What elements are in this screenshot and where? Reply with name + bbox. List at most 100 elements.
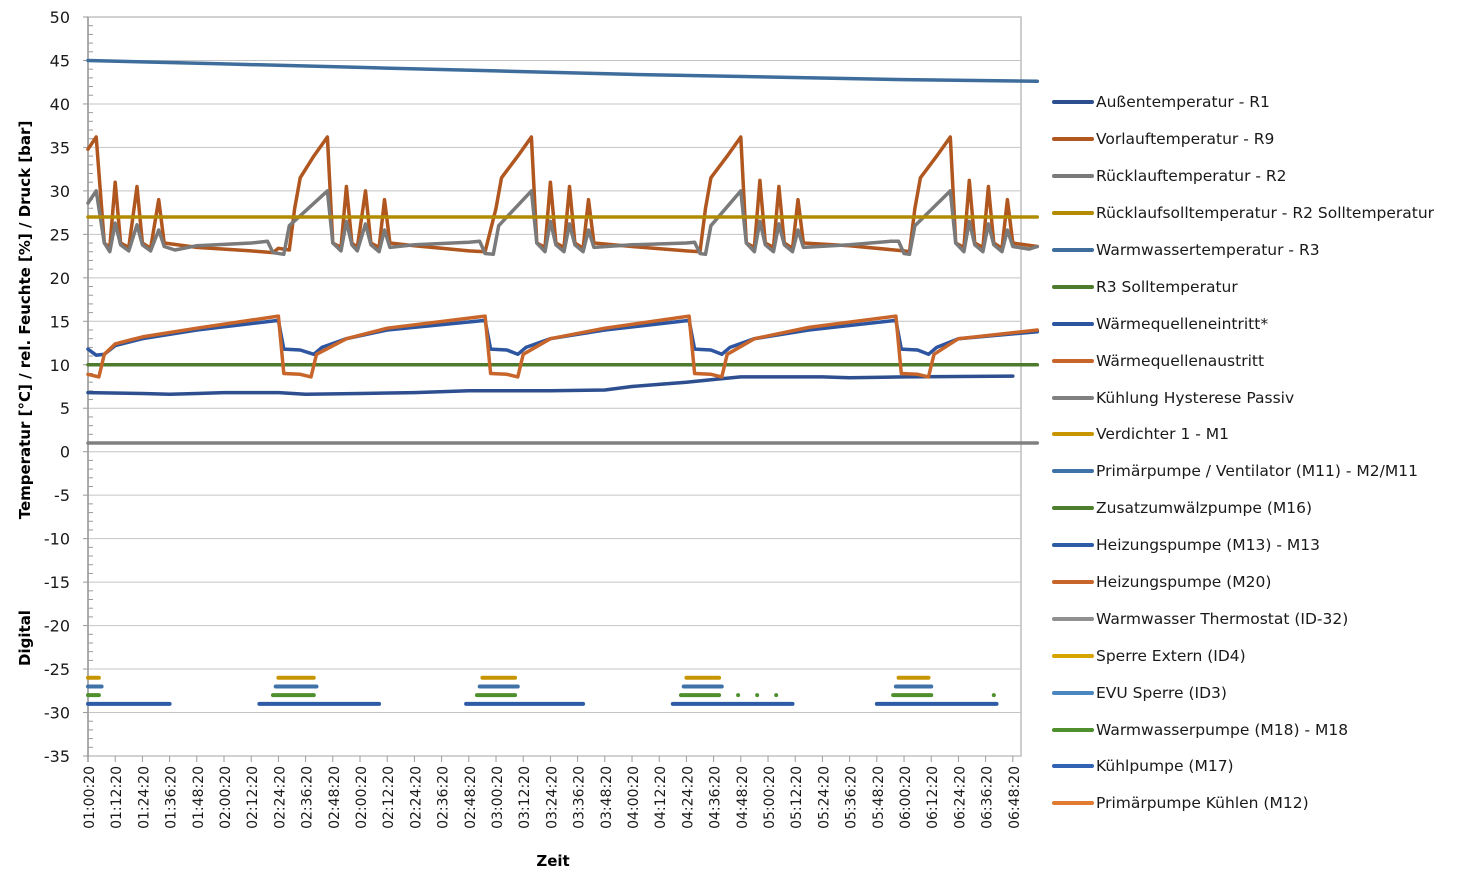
- x-tick-label: 02:12:20: [245, 766, 261, 829]
- legend-item: Zusatzumwälzpumpe (M16): [1052, 490, 1434, 527]
- y-tick-label: -30: [44, 704, 70, 723]
- legend-label: EVU Sperre (ID3): [1096, 683, 1227, 702]
- y-tick-label: -20: [44, 617, 70, 636]
- legend-swatch: [1052, 543, 1094, 548]
- legend-item: Vorlauftemperatur - R9: [1052, 121, 1434, 158]
- legend-item: Sperre Extern (ID4): [1052, 637, 1434, 674]
- x-tick-label: 01:12:20: [109, 766, 125, 829]
- x-tick-label: 04:36:20: [708, 766, 724, 829]
- x-tick-label: 01:48:20: [191, 766, 207, 829]
- x-tick-label: 02:24:20: [408, 766, 424, 829]
- series-line-7: [86, 314, 1040, 379]
- y-tick-label: 35: [50, 138, 70, 157]
- x-tick-label: 04:00:20: [626, 766, 642, 829]
- legend-item: Heizungspumpe (M20): [1052, 564, 1434, 601]
- legend-label: Rücklaufsolltemperatur - R2 Solltemperat…: [1096, 204, 1435, 223]
- y-tick-label: 15: [50, 312, 70, 331]
- legend-label: Außentemperatur - R1: [1096, 93, 1270, 112]
- legend-item: Primärpumpe / Ventilator (M11) - M2/M11: [1052, 453, 1434, 490]
- x-tick-label: 04:24:20: [680, 766, 696, 829]
- legend-swatch: [1052, 764, 1094, 769]
- legend-swatch: [1052, 690, 1094, 695]
- legend-item: Rücklaufsolltemperatur - R2 Solltemperat…: [1052, 195, 1434, 232]
- x-tick-label: 03:00:20: [490, 766, 506, 829]
- y-axis-title: Temperatur [°C] / rel. Feuchte [%] / Dru…: [16, 121, 34, 520]
- legend-swatch: [1052, 432, 1094, 437]
- legend-label: Primärpumpe Kühlen (M12): [1096, 794, 1309, 813]
- plot-area-border: [87, 16, 1022, 757]
- legend-swatch: [1052, 137, 1094, 142]
- y-tick-label: -10: [44, 530, 70, 549]
- legend-swatch: [1052, 321, 1094, 326]
- legend-item: R3 Solltemperatur: [1052, 268, 1434, 305]
- x-tick-label: 05:12:20: [789, 766, 805, 829]
- x-tick-label: 02:48:20: [327, 766, 343, 829]
- legend-item: Wärmequellenaustritt: [1052, 342, 1434, 379]
- x-tick-label: 01:00:20: [82, 766, 98, 829]
- x-tick-label: 02:00:20: [218, 766, 234, 829]
- legend-swatch: [1052, 174, 1094, 179]
- y-tick-label: 10: [50, 356, 70, 375]
- legend-label: Warmwasser Thermostat (ID-32): [1096, 609, 1349, 628]
- x-tick-label: 06:36:20: [980, 766, 996, 829]
- legend-label: Kühlung Hysterese Passiv: [1096, 388, 1295, 407]
- legend: Außentemperatur - R1 Vorlauftemperatur - …: [1052, 84, 1434, 822]
- x-tick-label: 03:48:20: [599, 766, 615, 829]
- legend-item: Kühlung Hysterese Passiv: [1052, 379, 1434, 416]
- series-line-4: [86, 58, 1040, 84]
- y-tick-label: -35: [44, 747, 70, 766]
- x-tick-label: 06:48:20: [1007, 766, 1023, 829]
- x-tick-label: 02:00:20: [354, 766, 370, 829]
- x-axis-title: Zeit: [536, 852, 569, 870]
- legend-swatch: [1052, 284, 1094, 289]
- legend-swatch: [1052, 395, 1094, 400]
- legend-label: Heizungspumpe (M20): [1096, 573, 1272, 592]
- legend-label: R3 Solltemperatur: [1096, 277, 1238, 296]
- y-tick-label: -15: [44, 573, 70, 592]
- x-tick-label: 03:24:20: [544, 766, 560, 829]
- x-tick-label: 02:36:20: [436, 766, 452, 829]
- gridlines: [87, 16, 1022, 757]
- y-tick-label: 0: [60, 443, 70, 462]
- y-tick-label: 25: [50, 225, 70, 244]
- legend-label: Sperre Extern (ID4): [1096, 646, 1246, 665]
- x-tick-label: 02:12:20: [381, 766, 397, 829]
- legend-item: Primärpumpe Kühlen (M12): [1052, 785, 1434, 822]
- legend-item: Heizungspumpe (M13) - M13: [1052, 527, 1434, 564]
- x-tick-label: 02:24:20: [272, 766, 288, 829]
- legend-label: Verdichter 1 - M1: [1096, 425, 1229, 444]
- y-tick-label: 5: [60, 399, 70, 418]
- series-line-2: [86, 189, 1040, 257]
- x-tick-label: 02:36:20: [300, 766, 316, 829]
- legend-label: Rücklauftemperatur - R2: [1096, 167, 1287, 186]
- y-tick-label: 50: [50, 8, 70, 27]
- y-axis-title-digital: Digital: [16, 610, 34, 666]
- series-line-1: [86, 135, 1040, 255]
- series-lines: [86, 58, 1040, 706]
- x-tick-label: 01:24:20: [136, 766, 152, 829]
- legend-label: Vorlauftemperatur - R9: [1096, 130, 1275, 149]
- legend-label: Zusatzumwälzpumpe (M16): [1096, 499, 1313, 518]
- y-tick-label: 40: [50, 95, 70, 114]
- y-tick-label: -5: [54, 486, 70, 505]
- legend-label: Wärmequellenaustritt: [1096, 351, 1265, 370]
- x-tick-label: 03:36:20: [572, 766, 588, 829]
- x-tick-label: 01:36:20: [164, 766, 180, 829]
- legend-swatch: [1052, 727, 1094, 732]
- legend-item: Rücklauftemperatur - R2: [1052, 158, 1434, 195]
- legend-label: Wärmequelleneintritt*: [1096, 314, 1269, 333]
- legend-item: Kühlpumpe (M17): [1052, 748, 1434, 785]
- x-tick-label: 05:48:20: [871, 766, 887, 829]
- legend-swatch: [1052, 616, 1094, 621]
- legend-label: Kühlpumpe (M17): [1096, 757, 1234, 776]
- legend-label: Warmwassertemperatur - R3: [1096, 241, 1320, 259]
- legend-item: Wärmequelleneintritt*: [1052, 305, 1434, 342]
- legend-swatch: [1052, 100, 1094, 105]
- legend-item: Verdichter 1 - M1: [1052, 416, 1434, 453]
- legend-swatch: [1052, 653, 1094, 658]
- x-tick-label: 03:12:20: [517, 766, 533, 829]
- legend-item: Warmwassertemperatur - R3: [1052, 232, 1434, 269]
- legend-swatch: [1052, 248, 1094, 252]
